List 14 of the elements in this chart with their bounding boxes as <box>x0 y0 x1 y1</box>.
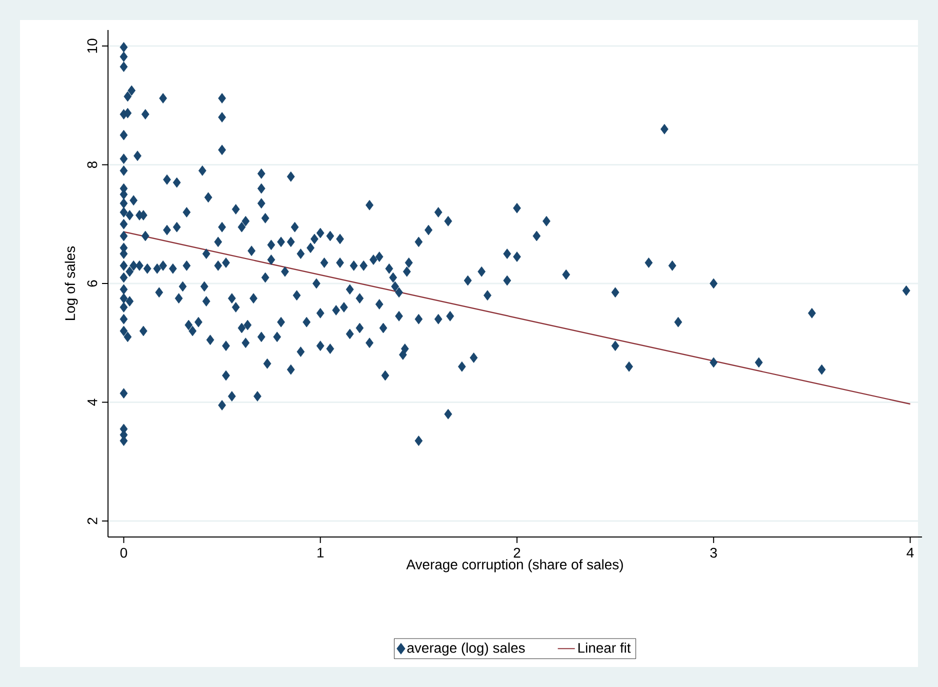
x-tick-label: 1 <box>318 548 324 558</box>
legend-label: Linear fit <box>578 642 631 653</box>
x-tick-label: 4 <box>906 548 914 558</box>
x-tick-label: 0 <box>120 548 128 558</box>
y-tick-label: 6 <box>87 280 98 287</box>
y-tick-label: 8 <box>87 161 98 168</box>
y-axis-title: Log of sales <box>64 246 78 320</box>
x-tick-label: 3 <box>710 548 717 558</box>
y-tick-label: 10 <box>87 38 98 53</box>
x-axis-title: Average corruption (share of sales) <box>406 559 623 572</box>
x-tick-label: 2 <box>514 548 520 558</box>
y-tick-label: 2 <box>87 518 98 524</box>
y-tick-label: 4 <box>88 398 98 406</box>
legend-label: average (log) sales <box>407 642 525 656</box>
